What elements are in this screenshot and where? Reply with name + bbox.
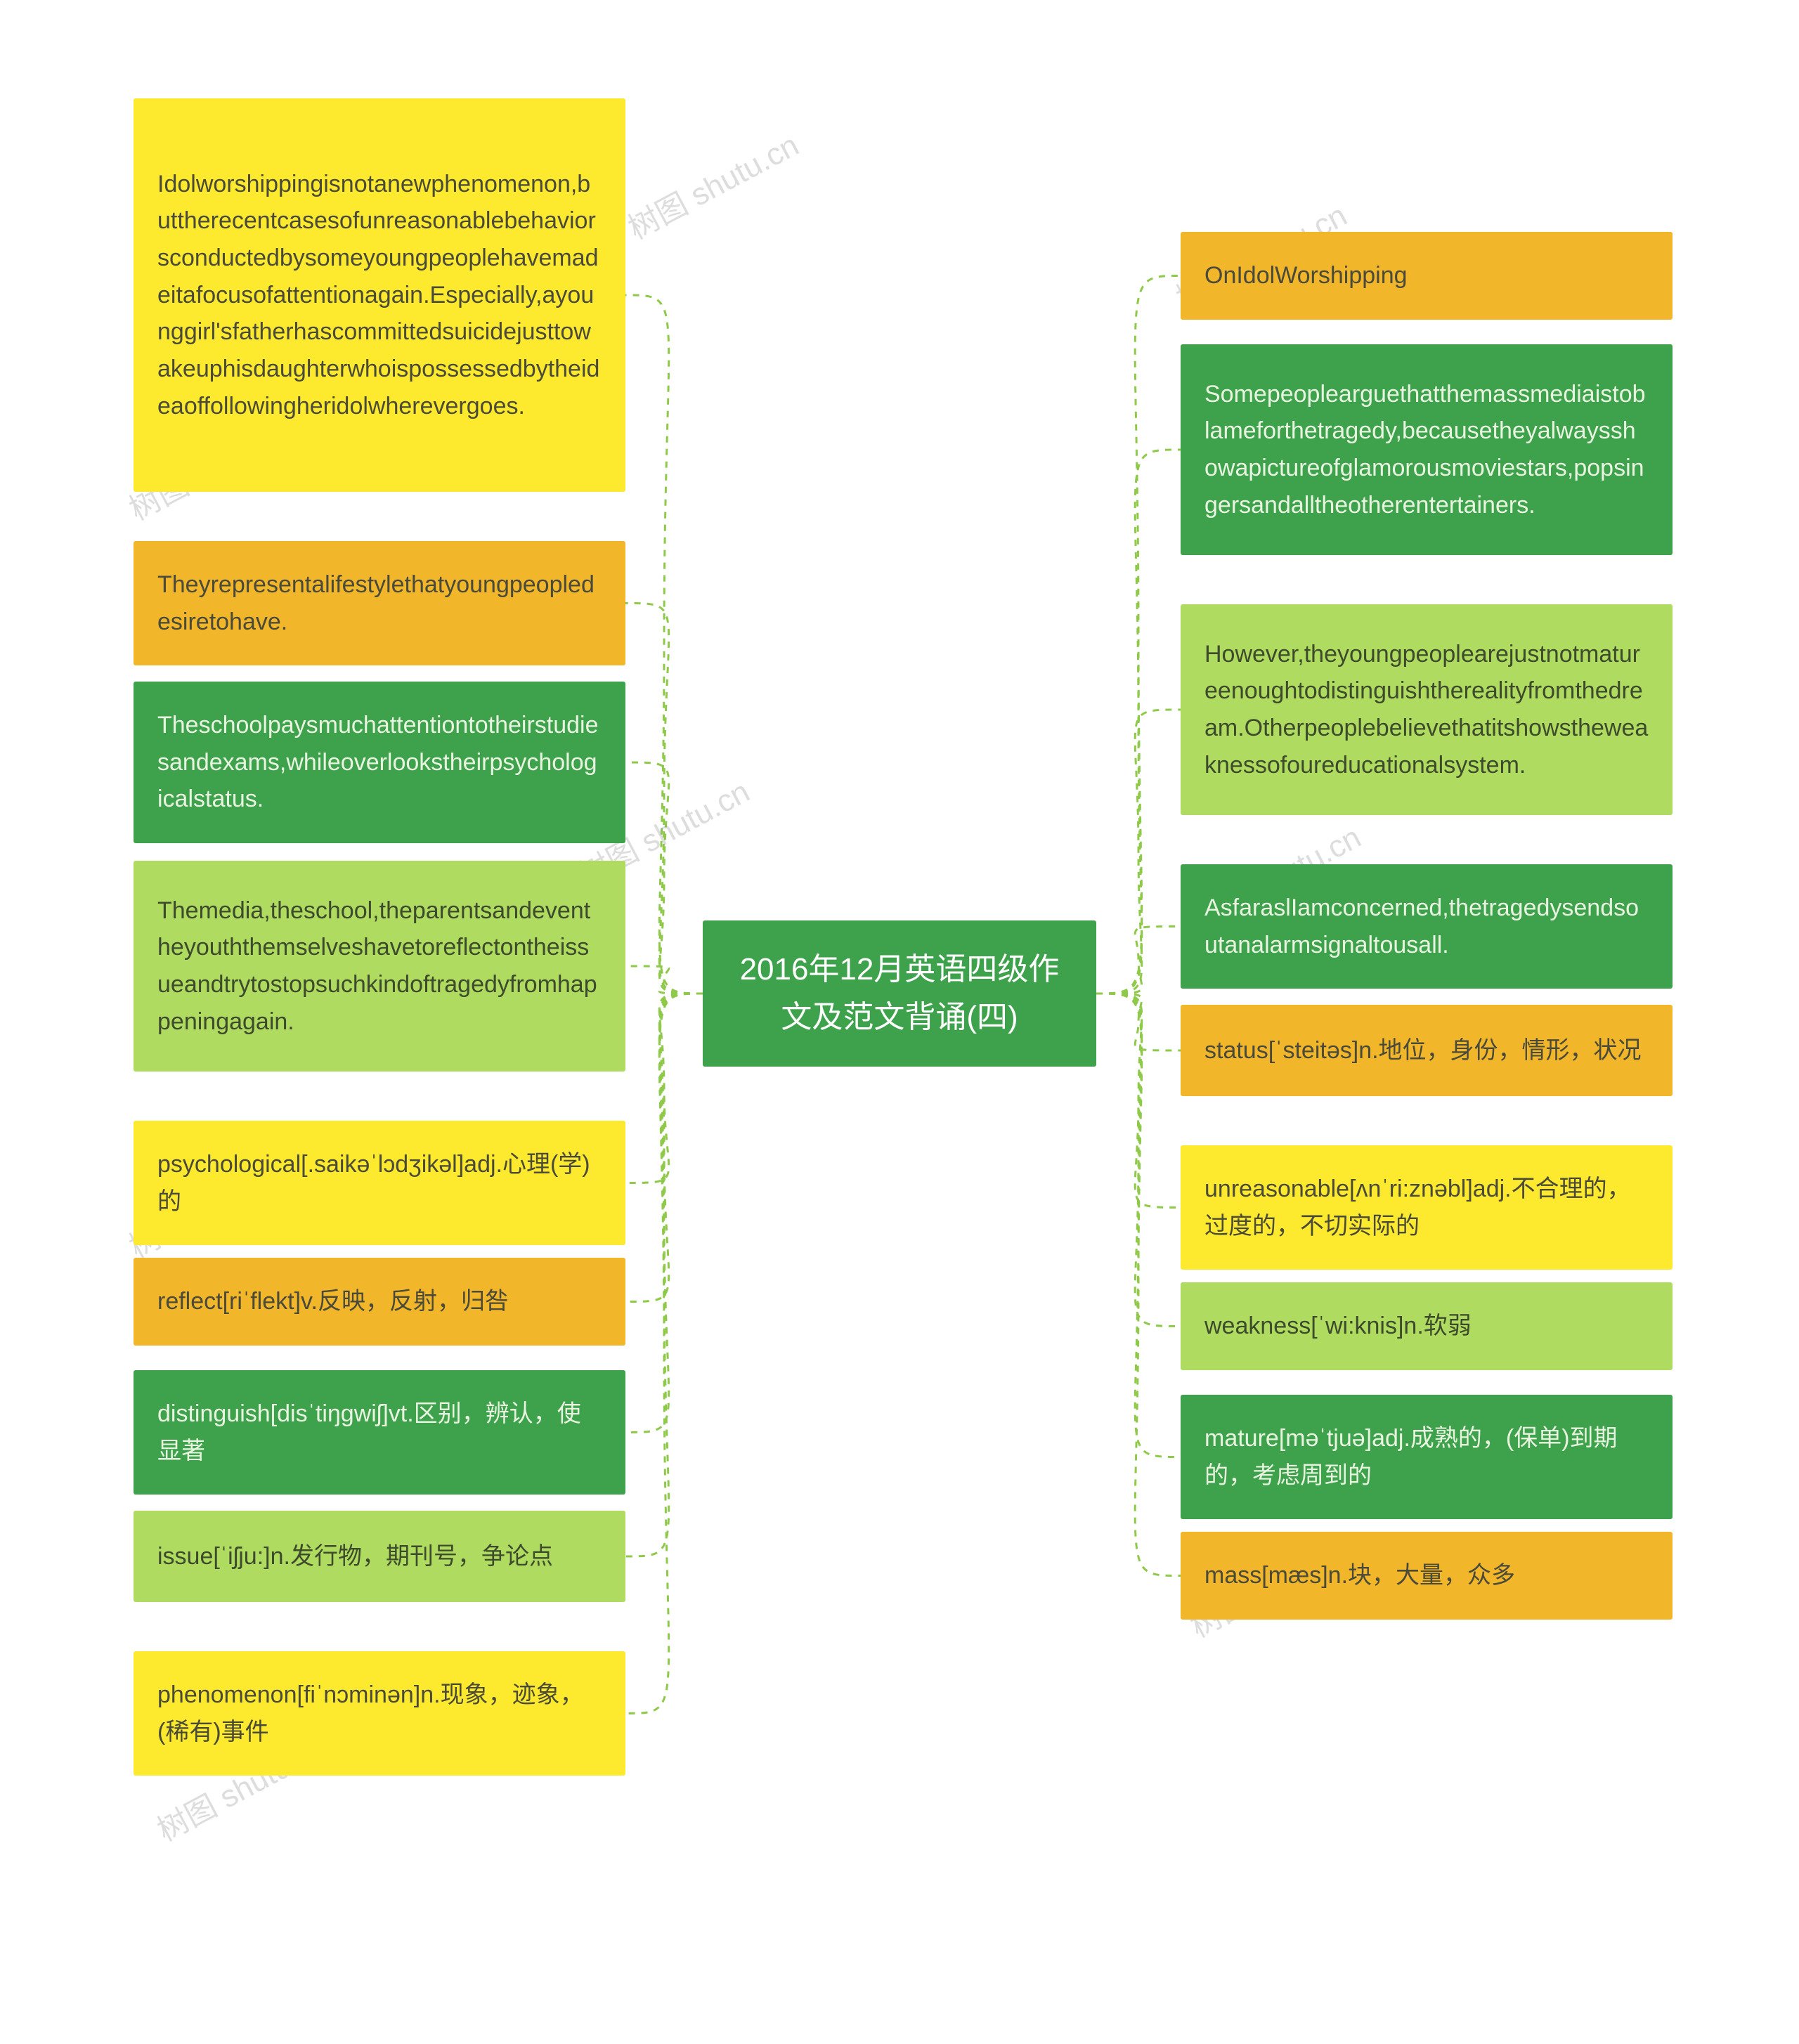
node-scallop-edge <box>1181 1364 1673 1371</box>
connector-line <box>1096 276 1181 994</box>
connector-line <box>625 295 703 994</box>
connector-line <box>625 994 703 1183</box>
node-text: mature[məˈtjuə]adj.成熟的，(保单)到期的，考虑周到的 <box>1204 1420 1649 1494</box>
branch-node-left-1[interactable]: Theyrepresentalifestylethatyoungpeoplede… <box>134 541 625 665</box>
branch-node-left-5[interactable]: reflect[riˈflekt]v.反映，反射，归咎 <box>134 1258 625 1346</box>
branch-node-right-5[interactable]: unreasonable[ʌnˈri:znəbl]adj.不合理的，过度的，不切… <box>1181 1145 1673 1270</box>
branch-node-left-2[interactable]: Theschoolpaysmuchattentiontotheirstudies… <box>134 682 625 843</box>
branch-node-right-1[interactable]: Somepeoplearguethatthemassmediaistoblame… <box>1181 344 1673 555</box>
connector-line <box>625 994 703 1556</box>
connector-line <box>1096 994 1181 1327</box>
node-text: reflect[riˈflekt]v.反映，反射，归咎 <box>157 1283 602 1320</box>
branch-node-right-3[interactable]: AsfaraslIamconcerned,thetragedysendsouta… <box>1181 864 1673 989</box>
watermark: 树图 shutu.cn <box>619 120 805 248</box>
node-text: mass[mæs]n.块，大量，众多 <box>1204 1557 1649 1594</box>
branch-node-right-2[interactable]: However,theyoungpeoplearejustnotmatureen… <box>1181 604 1673 815</box>
node-text: However,theyoungpeoplearejustnotmatureen… <box>1204 636 1649 784</box>
node-text: 2016年12月英语四级作文及范文背诵(四) <box>727 946 1072 1041</box>
branch-node-right-8[interactable]: mass[mæs]n.块，大量，众多 <box>1181 1532 1673 1620</box>
connector-line <box>1096 994 1181 1208</box>
node-scallop-edge <box>1181 809 1673 816</box>
connector-line <box>1096 994 1181 1457</box>
node-text: psychological[.saikəˈlɔdʒikəl]adj.心理(学)的 <box>157 1146 602 1220</box>
node-scallop-edge <box>1181 982 1673 989</box>
node-text: OnIdolWorshipping <box>1204 257 1649 294</box>
connector-line <box>1096 450 1181 994</box>
node-scallop-edge <box>134 1339 625 1346</box>
connector-line <box>625 966 703 994</box>
node-text: Theyrepresentalifestylethatyoungpeoplede… <box>157 566 602 640</box>
node-text: AsfaraslIamconcerned,thetragedysendsouta… <box>1204 890 1649 963</box>
node-scallop-edge <box>134 1239 625 1246</box>
node-scallop-edge <box>1181 1513 1673 1520</box>
connector-line <box>625 994 703 1433</box>
node-scallop-edge <box>134 837 625 844</box>
branch-node-left-3[interactable]: Themedia,theschool,theparentsandeventhey… <box>134 861 625 1072</box>
node-text: Theschoolpaysmuchattentiontotheirstudies… <box>157 707 602 818</box>
node-text: Themedia,theschool,theparentsandeventhey… <box>157 892 602 1041</box>
branch-node-left-0[interactable]: Idolworshippingisnotanewphenomenon,butth… <box>134 98 625 492</box>
node-scallop-edge <box>1181 313 1673 320</box>
branch-node-left-8[interactable]: phenomenon[fiˈnɔminən]n.现象，迹象，(稀有)事件 <box>134 1651 625 1776</box>
node-scallop-edge <box>1181 1090 1673 1097</box>
node-scallop-edge <box>703 1060 1096 1067</box>
center-node[interactable]: 2016年12月英语四级作文及范文背诵(四) <box>703 920 1096 1067</box>
node-scallop-edge <box>134 659 625 666</box>
connector-line <box>625 604 703 994</box>
connector-line <box>625 994 703 1714</box>
node-text: issue[ˈiʃju:]n.发行物，期刊号，争论点 <box>157 1538 602 1575</box>
node-scallop-edge <box>134 1596 625 1603</box>
branch-node-right-0[interactable]: OnIdolWorshipping <box>1181 232 1673 320</box>
node-text: phenomenon[fiˈnɔminən]n.现象，迹象，(稀有)事件 <box>157 1677 602 1750</box>
branch-node-left-4[interactable]: psychological[.saikəˈlɔdʒikəl]adj.心理(学)的 <box>134 1121 625 1245</box>
node-text: weakness[ˈwi:knis]n.软弱 <box>1204 1308 1649 1345</box>
node-scallop-edge <box>134 486 625 493</box>
node-scallop-edge <box>134 1769 625 1776</box>
branch-node-right-6[interactable]: weakness[ˈwi:knis]n.软弱 <box>1181 1282 1673 1370</box>
node-scallop-edge <box>134 1065 625 1072</box>
node-scallop-edge <box>1181 1263 1673 1270</box>
branch-node-right-4[interactable]: status[ˈsteitəs]n.地位，身份，情形，状况 <box>1181 1005 1673 1096</box>
branch-node-left-6[interactable]: distinguish[disˈtiŋgwiʃ]vt.区别，辨认，使显著 <box>134 1370 625 1495</box>
node-scallop-edge <box>134 1488 625 1495</box>
node-text: Idolworshippingisnotanewphenomenon,butth… <box>157 166 602 425</box>
branch-node-right-7[interactable]: mature[məˈtjuə]adj.成熟的，(保单)到期的，考虑周到的 <box>1181 1395 1673 1519</box>
node-text: Somepeoplearguethatthemassmediaistoblame… <box>1204 376 1649 524</box>
connector-line <box>1096 927 1181 994</box>
connector-line <box>625 762 703 994</box>
connector-line <box>625 994 703 1302</box>
node-text: distinguish[disˈtiŋgwiʃ]vt.区别，辨认，使显著 <box>157 1395 602 1469</box>
branch-node-left-7[interactable]: issue[ˈiʃju:]n.发行物，期刊号，争论点 <box>134 1511 625 1602</box>
node-text: unreasonable[ʌnˈri:znəbl]adj.不合理的，过度的，不切… <box>1204 1171 1649 1244</box>
node-scallop-edge <box>1181 1613 1673 1620</box>
connector-line <box>1096 710 1181 994</box>
mindmap-canvas: 树图 shutu.cn树图 shutu.cn树图 shutu.cn树图 shut… <box>0 0 1799 2044</box>
connector-line <box>1096 994 1181 1050</box>
node-text: status[ˈsteitəs]n.地位，身份，情形，状况 <box>1204 1032 1649 1069</box>
node-scallop-edge <box>1181 549 1673 556</box>
connector-line <box>1096 994 1181 1576</box>
